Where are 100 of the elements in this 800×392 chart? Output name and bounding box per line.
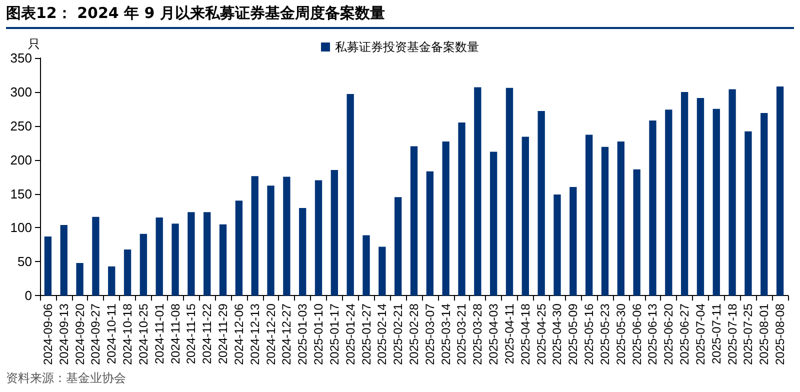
x-tick-label: 2024-10-25 (136, 303, 150, 366)
x-tick-label: 2025-01-17 (327, 303, 342, 366)
x-tick-label: 2025-03-21 (454, 303, 469, 366)
x-tick-label: 2025-04-11 (502, 303, 516, 364)
y-axis-title: 只 (28, 37, 40, 51)
bar (283, 176, 290, 296)
x-tick-label: 2025-04-03 (486, 303, 501, 366)
x-tick-label: 2025-01-03 (296, 303, 310, 366)
bar (585, 134, 593, 296)
bar (378, 246, 386, 296)
bar (140, 234, 148, 296)
bar (76, 263, 84, 296)
x-tick-label: 2025-06-27 (678, 303, 692, 366)
x-tick-label: 2024-09-20 (72, 303, 87, 366)
bar (124, 249, 132, 296)
bar (219, 224, 227, 296)
bar (680, 92, 688, 296)
x-tick-label: 2025-04-30 (550, 303, 564, 366)
x-tick-label: 2025-01-27 (359, 303, 374, 366)
x-tick-label: 2025-02-21 (391, 303, 406, 366)
bar (299, 208, 306, 296)
bar (44, 236, 52, 296)
bar (649, 120, 656, 296)
bar (506, 88, 514, 296)
legend-label: 私募证券投资基金备案数量 (335, 40, 479, 54)
x-tick-label: 2024-11-08 (168, 303, 182, 364)
text: 资料来源：基金业协会 (6, 370, 126, 387)
bar (172, 224, 179, 296)
x-tick-label: 2025-05-16 (582, 303, 596, 366)
x-tick-label: 2025-02-14 (375, 303, 390, 366)
x-tick-label: 2025-04-25 (534, 303, 548, 366)
x-tick-label: 2025-03-14 (438, 303, 453, 366)
bar (633, 169, 640, 296)
bar (458, 122, 466, 296)
x-tick-label: 2025-08-01 (757, 303, 772, 366)
chart-title: 图表12： 2024 年 9 月以来私募证券基金周度备案数量 (6, 4, 794, 29)
bar (601, 146, 609, 296)
x-tick-label: 2024-11-22 (200, 303, 214, 364)
y-tick-label: 300 (10, 84, 32, 100)
x-tick-label: 2025-03-07 (422, 303, 437, 366)
x-tick-label: 2025-03-28 (470, 303, 485, 366)
y-tick-label: 350 (10, 50, 32, 66)
bar (776, 86, 784, 296)
x-tick-label: 2024-12-20 (264, 303, 278, 366)
x-tick-label: 2024-12-27 (280, 303, 294, 366)
bar (362, 235, 370, 296)
bar (538, 110, 545, 296)
x-tick-label: 2025-04-18 (518, 303, 532, 366)
x-tick-label: 2025-07-11 (709, 303, 724, 364)
y-tick-label: 0 (24, 288, 32, 304)
x-tick-label: 2024-09-13 (56, 303, 71, 366)
bar (522, 136, 529, 296)
x-tick-label: 2024-10-11 (104, 303, 119, 364)
bar (760, 112, 768, 296)
x-tick-label: 2024-09-27 (88, 303, 103, 366)
bar (314, 180, 322, 296)
bar (490, 152, 498, 296)
x-tick-label: 2025-08-08 (773, 303, 788, 366)
x-tick-label: 2024-09-06 (40, 303, 55, 366)
bar (346, 94, 354, 296)
bar (554, 194, 561, 296)
bar (728, 89, 736, 296)
bar (156, 218, 163, 296)
bar (251, 176, 258, 296)
x-tick-label: 2025-01-10 (312, 303, 326, 366)
bar (108, 266, 116, 296)
x-tick-label: 2025-01-24 (343, 303, 358, 366)
bar (744, 131, 752, 296)
x-tick-label: 2024-10-18 (120, 303, 135, 366)
x-tick-label: 2024-12-13 (248, 303, 262, 366)
x-tick-label: 2025-07-25 (741, 303, 756, 366)
bar (442, 142, 450, 296)
x-tick-label: 2025-05-23 (598, 303, 612, 366)
x-tick-label: 2025-06-20 (662, 303, 676, 366)
x-tick-label: 2024-11-01 (152, 303, 166, 364)
bar (394, 197, 402, 296)
bar (188, 212, 195, 296)
x-tick-label: 2024-11-15 (184, 303, 198, 364)
x-tick-label: 2025-05-30 (614, 303, 628, 366)
bar (617, 142, 624, 296)
bar (665, 110, 672, 296)
bar (267, 186, 274, 296)
bar (92, 216, 100, 296)
x-tick-label: 2024-12-06 (232, 303, 246, 366)
bar (696, 98, 704, 296)
bar (60, 225, 68, 296)
x-tick-label: 2025-02-28 (407, 303, 421, 366)
x-tick-label: 2024-11-29 (216, 303, 230, 364)
x-tick-label: 2025-06-06 (630, 303, 644, 366)
y-tick-label: 150 (10, 186, 32, 202)
bar (235, 200, 243, 296)
x-tick-label: 2025-07-18 (725, 303, 740, 366)
y-tick-label: 100 (10, 220, 32, 236)
bar (474, 87, 482, 296)
y-tick-label: 200 (10, 152, 32, 168)
y-tick-label: 50 (18, 254, 32, 270)
bar (204, 212, 211, 296)
bar (410, 146, 418, 296)
bar (330, 170, 338, 296)
bar (426, 171, 434, 296)
